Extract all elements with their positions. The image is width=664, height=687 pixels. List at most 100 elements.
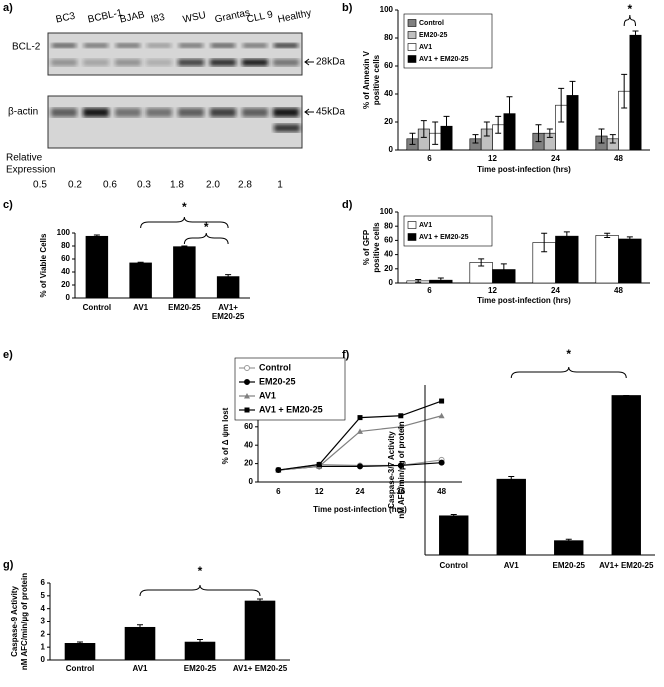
- panel-label: e): [3, 349, 13, 361]
- x-tick-label: 12: [488, 286, 497, 295]
- x-tick-label: 6: [427, 154, 432, 163]
- marker: [397, 462, 404, 469]
- relative-value: 2.0: [206, 180, 220, 191]
- y-tick-label: 20: [244, 459, 253, 468]
- x-axis-label: Time post-infection (hrs): [313, 505, 407, 514]
- legend-swatch: [407, 31, 417, 39]
- relative-label: Expression: [6, 165, 55, 176]
- y-tick-label: 40: [61, 267, 70, 276]
- error-bar: [437, 277, 444, 283]
- x-tick-label: 6: [276, 487, 281, 496]
- band-label: β-actin: [8, 107, 38, 118]
- band-size: 28kDa: [316, 57, 345, 68]
- panel-label: a): [3, 2, 13, 14]
- label-box: AV1+ EM20-25: [232, 664, 288, 673]
- y-tick-label: 3: [41, 617, 46, 626]
- x-tick-label: AV1+ EM20-25: [232, 664, 288, 673]
- bracket: [183, 232, 229, 245]
- y-tick-label: 80: [384, 221, 393, 230]
- band: [242, 108, 268, 117]
- legend-label: AV1 + EM20-25: [419, 56, 469, 63]
- lane-label: I83: [150, 12, 166, 26]
- error-bar: [93, 234, 100, 239]
- error-bar: [197, 638, 203, 646]
- error-bar: [563, 231, 570, 241]
- y-tick-label: 0: [389, 278, 394, 287]
- legend-label: AV1: [419, 44, 432, 51]
- y-tick-label: 0: [389, 145, 394, 154]
- error-bar: [432, 121, 439, 145]
- relative-value: 2.8: [238, 180, 252, 191]
- marker: [244, 407, 250, 413]
- band: [83, 108, 109, 117]
- error-bar: [535, 124, 542, 143]
- bar: [555, 235, 579, 284]
- relative-value: 1: [277, 180, 283, 191]
- marker: [357, 415, 363, 421]
- relative-value: 0.5: [33, 180, 47, 191]
- bar: [124, 626, 156, 661]
- x-tick-label: EM20-25: [552, 561, 585, 570]
- panel-label: f): [342, 349, 350, 361]
- label-box: EM20-25: [168, 303, 201, 312]
- legend-label: EM20-25: [419, 32, 448, 39]
- band: [274, 43, 298, 48]
- annotation: *: [198, 564, 203, 578]
- band: [146, 59, 172, 66]
- x-tick-label: AV1: [133, 303, 149, 312]
- error-bar: [409, 132, 416, 145]
- y-tick-label: 100: [57, 228, 71, 237]
- error-bar: [626, 236, 633, 242]
- y-tick-label: 60: [244, 422, 253, 431]
- label-box: Control: [440, 561, 468, 570]
- y-axis-label: % of Viable Cells: [39, 233, 48, 297]
- error-bar: [604, 232, 611, 239]
- y-axis-label: % of Δ ψm lost: [221, 407, 230, 464]
- annotation: *: [182, 200, 187, 214]
- band-size: 45kDa: [316, 107, 345, 118]
- x-tick-label: AV1+ EM20-25: [599, 561, 654, 570]
- y-tick-label: 0: [41, 655, 46, 664]
- y-axis-label: positive cells: [372, 54, 381, 105]
- label-box: EM20-25: [184, 664, 216, 673]
- label-box: AV1+ EM20-25: [212, 303, 244, 321]
- x-tick-label: 6: [427, 286, 432, 295]
- y-tick-label: 80: [61, 241, 70, 250]
- y-tick-label: 20: [384, 264, 393, 273]
- lane-label: BC3: [55, 11, 77, 26]
- legend-label: EM20-25: [259, 376, 296, 386]
- marker: [397, 423, 404, 430]
- label-box: AV1+ EM20-25: [599, 561, 654, 570]
- label-box: AV1: [133, 303, 149, 312]
- bracket: [139, 584, 261, 597]
- error-bar: [495, 115, 502, 134]
- error-bar: [137, 624, 143, 631]
- band: [147, 43, 171, 48]
- x-tick-label: AV1: [503, 561, 519, 570]
- bracket: [623, 14, 637, 27]
- y-tick-label: 40: [384, 89, 393, 98]
- error-bar: [506, 96, 513, 131]
- band: [210, 108, 236, 117]
- error-bar: [420, 120, 427, 138]
- marker: [398, 413, 404, 419]
- x-tick-label: EM20-25: [168, 303, 201, 312]
- label-box: Control: [66, 664, 94, 673]
- y-tick-label: 100: [380, 5, 394, 14]
- y-axis-label: positive cells: [372, 222, 381, 273]
- lane-label: Healthy: [277, 8, 312, 26]
- legend-label: AV1: [259, 390, 276, 400]
- error-bar: [632, 30, 639, 40]
- legend-label: Control: [259, 362, 291, 372]
- y-tick-label: 0: [66, 293, 71, 302]
- y-tick-label: 40: [384, 250, 393, 259]
- label-box: Control: [83, 303, 111, 312]
- lane-label: BJAB: [119, 9, 146, 25]
- bar: [629, 34, 642, 151]
- marker: [244, 393, 250, 399]
- error-bar: [257, 598, 263, 604]
- legend-label: AV1: [419, 222, 432, 229]
- legend-label: AV1 + EM20-25: [419, 234, 469, 241]
- label-box: EM20-25: [552, 561, 585, 570]
- band: [243, 43, 267, 48]
